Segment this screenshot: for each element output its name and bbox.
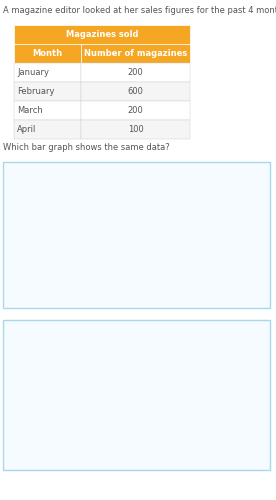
Text: 200: 200 bbox=[128, 106, 144, 115]
Y-axis label: Number of magazines: Number of magazines bbox=[9, 354, 18, 438]
X-axis label: Month: Month bbox=[140, 302, 164, 310]
Bar bbox=[109, 384, 138, 455]
Text: March: March bbox=[17, 106, 43, 115]
Text: Month: Month bbox=[32, 49, 62, 58]
Text: Number of magazines: Number of magazines bbox=[84, 49, 187, 58]
Text: Magazines sold: Magazines sold bbox=[66, 30, 138, 39]
Y-axis label: Number of magazines: Number of magazines bbox=[9, 194, 18, 278]
Text: 200: 200 bbox=[128, 68, 144, 77]
Text: 600: 600 bbox=[128, 87, 144, 96]
Bar bbox=[225, 443, 255, 455]
X-axis label: Month: Month bbox=[140, 464, 164, 473]
Text: February: February bbox=[17, 87, 55, 96]
Text: April: April bbox=[17, 125, 36, 134]
Bar bbox=[50, 270, 79, 292]
Text: 100: 100 bbox=[128, 125, 144, 134]
Text: Which bar graph shows the same data?: Which bar graph shows the same data? bbox=[3, 143, 169, 152]
Text: A magazine editor looked at her sales figures for the past 4 months.: A magazine editor looked at her sales fi… bbox=[3, 6, 276, 15]
Text: January: January bbox=[17, 68, 49, 77]
Title: Magazines sold: Magazines sold bbox=[110, 326, 195, 336]
Bar bbox=[225, 281, 255, 292]
Bar bbox=[167, 270, 196, 292]
Bar bbox=[167, 432, 196, 455]
Bar bbox=[50, 432, 79, 455]
Bar bbox=[109, 225, 138, 292]
Title: Magazines sold: Magazines sold bbox=[110, 169, 195, 179]
